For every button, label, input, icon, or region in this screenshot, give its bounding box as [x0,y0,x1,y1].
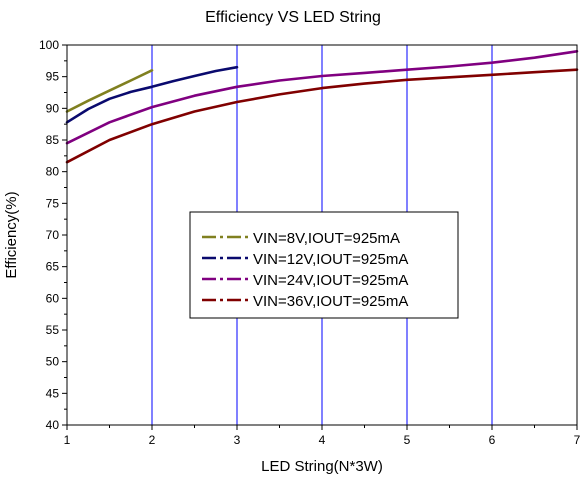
y-tick-label: 100 [39,38,59,52]
x-tick-label: 1 [64,433,71,447]
x-tick-label: 2 [149,433,156,447]
x-tick-label: 5 [404,433,411,447]
y-tick-label: 80 [46,165,60,179]
y-tick-label: 90 [46,101,60,115]
legend: VIN=8V,IOUT=925mA VIN=12V,IOUT=925mA VIN=2… [189,211,459,319]
y-tick-label: 70 [46,228,60,242]
x-tick-label: 7 [574,433,581,447]
y-tick-label: 60 [46,291,60,305]
series-lines [65,49,579,164]
y-tick-label: 40 [46,418,60,432]
y-tick-label: 45 [46,386,60,400]
y-axis: 40 45 50 55 60 65 70 75 80 85 90 95 100 [39,38,67,432]
legend-label: VIN=8V,IOUT=925mA [253,230,400,247]
series-line [65,65,239,124]
chart-title: Efficiency VS LED String [205,9,381,26]
y-tick-label: 95 [46,70,60,84]
series-line [65,68,579,164]
x-tick-label: 4 [319,433,326,447]
y-tick-label: 55 [46,323,60,337]
y-tick-label: 50 [46,355,60,369]
x-axis-title: LED String(N*3W) [261,458,383,475]
legend-label: VIN=12V,IOUT=925mA [253,251,408,268]
y-tick-label: 65 [46,260,60,274]
y-axis-title: Efficiency(%) [3,191,20,278]
x-tick-label: 6 [489,433,496,447]
x-tick-label: 3 [234,433,241,447]
series-line [65,69,154,113]
legend-label: VIN=36V,IOUT=925mA [253,293,408,310]
series-line [65,49,579,145]
y-tick-label: 85 [46,133,60,147]
legend-label: VIN=24V,IOUT=925mA [253,272,408,289]
y-tick-label: 75 [46,196,60,210]
x-axis: 1 2 3 4 5 6 7 [64,425,581,447]
